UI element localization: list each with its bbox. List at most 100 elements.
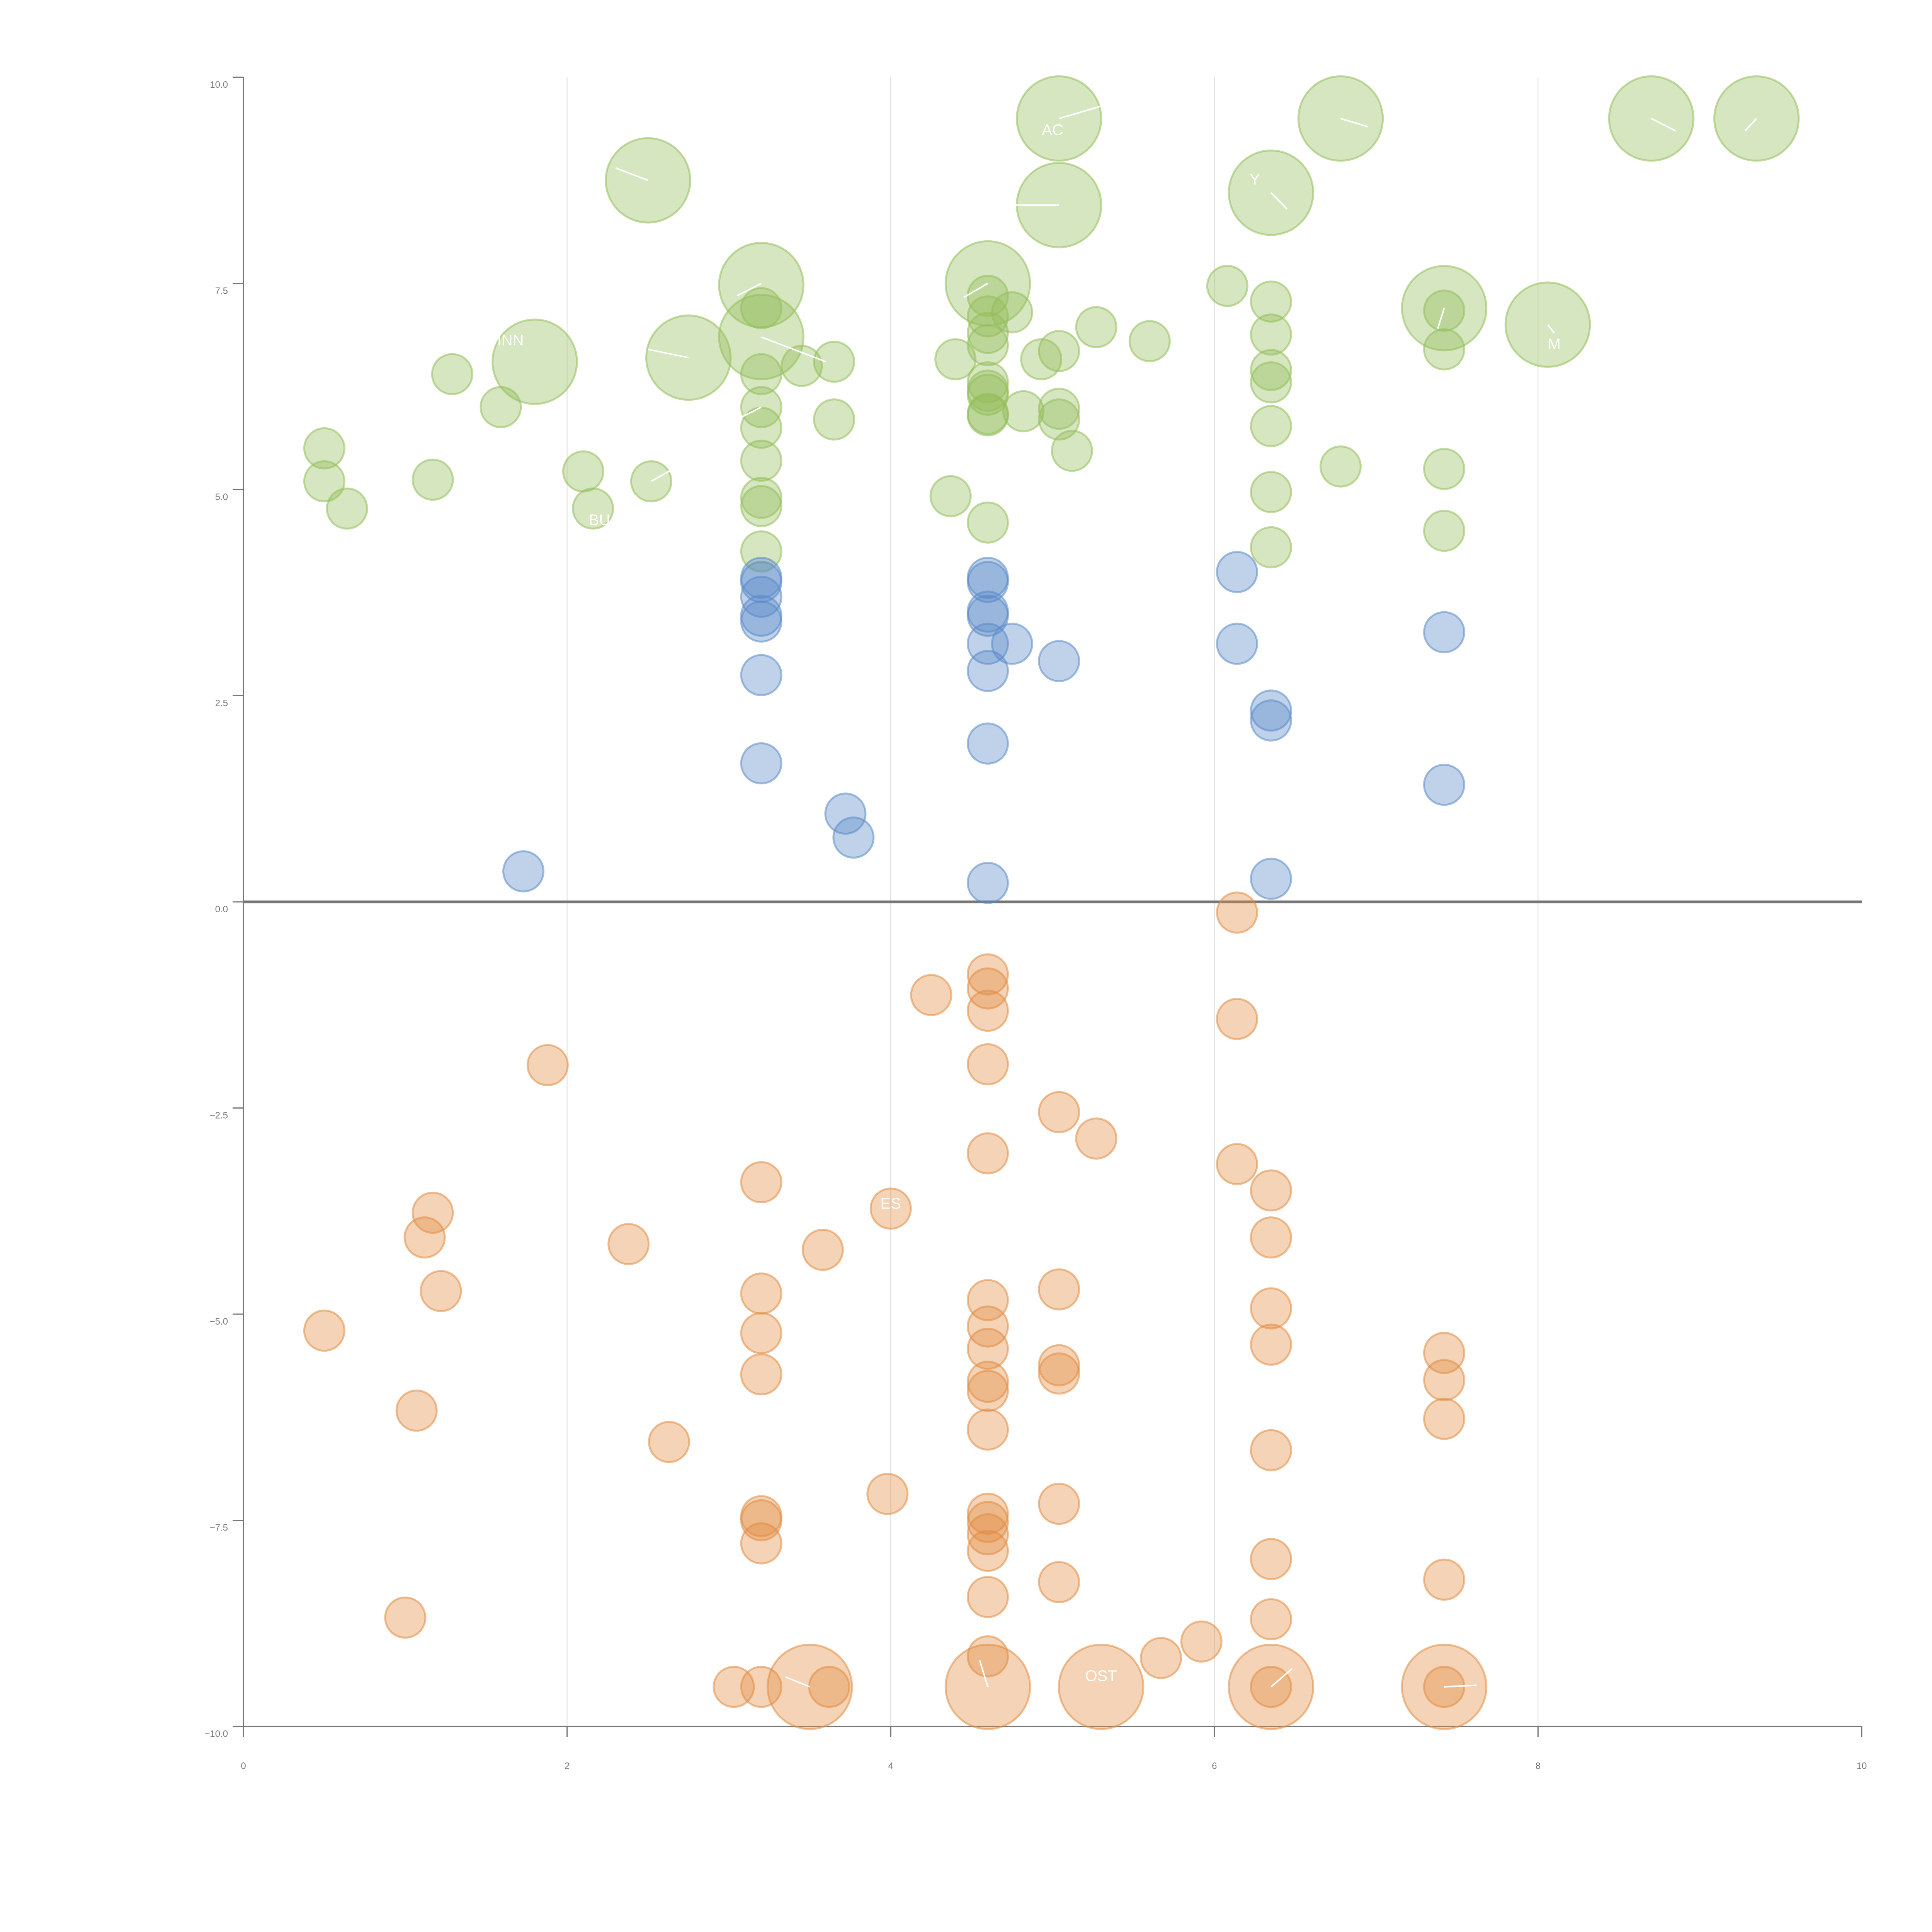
green-point: [813, 340, 855, 383]
x-tick-label: 4: [888, 1761, 893, 1771]
axes: 10.0 7.5 5.0 2.5 0.0 −2.5 −5.0 −7.5 −10.0 0 2 4 6 8 10: [204, 77, 1867, 1771]
orange-point: [1038, 1352, 1080, 1395]
y-tick-label: −7.5: [210, 1523, 228, 1533]
leader-line: [1059, 105, 1102, 119]
green-point: [1608, 75, 1695, 162]
blue-point: [966, 862, 1009, 904]
green-point: [929, 475, 972, 517]
orange-point: [1250, 1287, 1292, 1330]
green-point: [492, 318, 578, 405]
leader-line: [963, 282, 988, 298]
point-label: Y: [1250, 171, 1260, 188]
green-point: [1250, 405, 1292, 447]
orange-point: [740, 1522, 782, 1565]
green-point: [1250, 471, 1292, 513]
x-tick-label: 6: [1212, 1761, 1217, 1771]
orange-point: [966, 1576, 1009, 1618]
orange-point: [403, 1216, 446, 1259]
green-point: [412, 458, 454, 501]
orange-point: [526, 1044, 569, 1087]
green-point: [740, 287, 782, 330]
orange-point: [740, 1312, 782, 1354]
orange-point: [412, 1192, 454, 1234]
orange-point: [966, 1328, 1009, 1370]
orange-point: [384, 1596, 427, 1639]
leader-line: [1444, 1684, 1477, 1688]
orange-point: [1038, 1561, 1080, 1604]
orange-point: [966, 990, 1009, 1032]
leader-line: [648, 349, 689, 359]
blue-point: [832, 816, 875, 859]
orange-point: [966, 1361, 1009, 1403]
y-tick-label: −2.5: [210, 1111, 228, 1121]
orange-point: [1423, 1398, 1465, 1440]
orange-point: [966, 953, 1009, 996]
y-tick-label: 5.0: [215, 492, 228, 502]
orange-point: [1216, 891, 1258, 934]
leader-line: [1651, 117, 1676, 132]
orange-point: [1216, 1143, 1258, 1185]
green-point: [966, 394, 1009, 437]
x-tick-label: 10: [1857, 1761, 1867, 1771]
y-tick-label: 7.5: [215, 286, 228, 296]
orange-point: [1038, 1268, 1080, 1311]
orange-point: [740, 1666, 782, 1708]
orange-point: [1250, 1429, 1292, 1471]
green-point: [1250, 361, 1292, 404]
green-point: [303, 460, 345, 503]
green-point: [1423, 510, 1465, 552]
blue-point: [1216, 622, 1258, 665]
green-point: [1250, 349, 1292, 391]
leader-line: [1270, 1668, 1293, 1688]
leader-line: [651, 464, 681, 482]
leader-line: [761, 336, 827, 363]
leader-line: [785, 1676, 810, 1688]
blue-point: [740, 654, 782, 696]
orange-point: [801, 1229, 844, 1271]
blue-point: [966, 561, 1009, 603]
orange-point: [1423, 1558, 1465, 1601]
leader-line: [1437, 308, 1445, 329]
orange-point: [1423, 1359, 1465, 1401]
blue-point: [1423, 611, 1465, 653]
y-tick-label: 10.0: [210, 80, 228, 90]
green-point: [1128, 320, 1171, 362]
blue-point: [1250, 699, 1292, 742]
leader-line: [1547, 324, 1555, 333]
green-point: [1319, 445, 1362, 488]
x-tick-label: 0: [241, 1761, 246, 1771]
leader-line: [736, 282, 762, 297]
blue-point: [966, 650, 1009, 692]
orange-point: [1038, 1091, 1080, 1133]
blue-point: [740, 575, 782, 618]
point-label: ES: [881, 1195, 901, 1212]
green-point: [966, 324, 1009, 367]
green-point: [1051, 430, 1093, 472]
orange-point: [966, 1305, 1009, 1348]
orange-point: [866, 1473, 909, 1515]
orange-point: [966, 1132, 1009, 1175]
orange-point: [966, 1501, 1009, 1543]
orange-point: [1250, 1323, 1292, 1366]
orange-point: [966, 1408, 1009, 1451]
green-point: [1423, 328, 1465, 371]
leader-line: [728, 406, 762, 425]
leader-line: [979, 1660, 989, 1687]
green-point: [1250, 280, 1292, 323]
green-point: [1250, 526, 1292, 568]
point-labels: INN BU HO AC Y M ES OST: [497, 121, 1561, 1684]
orange-point: [1038, 1483, 1080, 1525]
blue-point: [1216, 551, 1258, 593]
green-point: [740, 485, 782, 527]
green-point: [326, 487, 368, 530]
orange-point: [1250, 1169, 1292, 1212]
blue-point: [1038, 640, 1080, 682]
green-point: [431, 353, 473, 395]
orange-point: [420, 1270, 462, 1312]
blue-point: [991, 622, 1033, 665]
green-point: [1038, 388, 1080, 430]
orange-point: [808, 1666, 850, 1708]
leader-line: [1744, 118, 1757, 132]
point-label: AC: [1042, 121, 1063, 138]
